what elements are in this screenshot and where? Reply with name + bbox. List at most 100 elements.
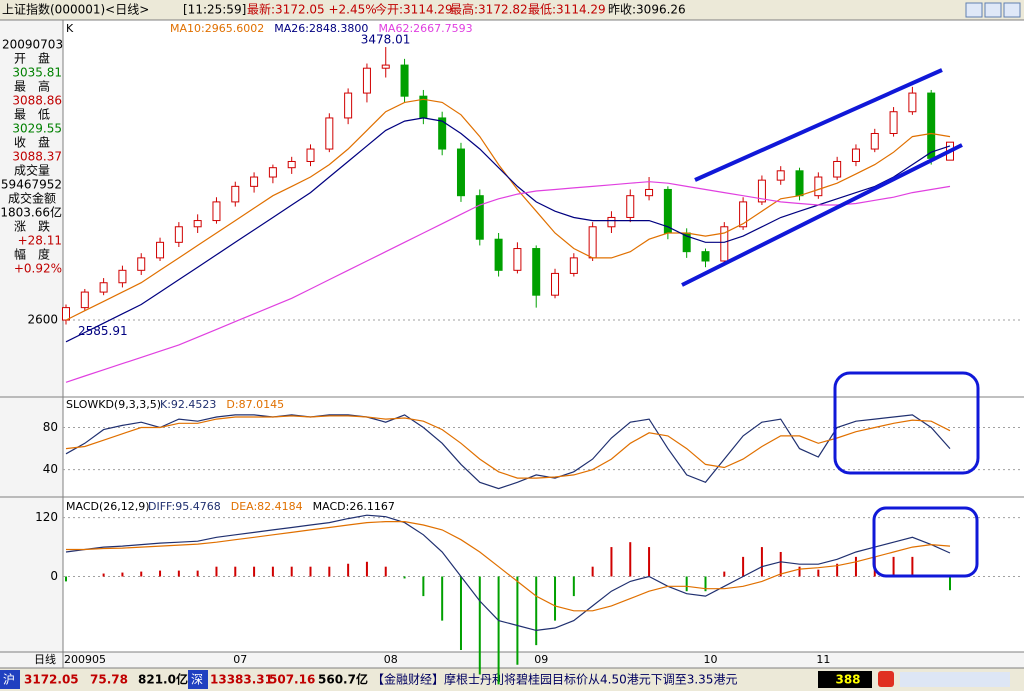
series-line bbox=[65, 181, 951, 383]
window-button[interactable] bbox=[1003, 2, 1021, 18]
info-value: +28.11 bbox=[18, 234, 62, 248]
candle-body bbox=[231, 185, 240, 203]
annotation-shapes bbox=[681, 68, 980, 578]
y-tick-label: 120 bbox=[35, 510, 58, 524]
candle-body bbox=[193, 220, 202, 228]
info-value: +0.92% bbox=[14, 262, 62, 276]
price-annotation: 2585.91 bbox=[78, 324, 128, 338]
legend-entry: MACD:26.1167 bbox=[313, 500, 395, 513]
sz-amount: 560.7亿 bbox=[318, 672, 368, 687]
candle-body bbox=[438, 117, 447, 150]
candle-body bbox=[212, 201, 221, 222]
info-label: 最 低 bbox=[14, 108, 50, 122]
date-row-bg bbox=[0, 652, 1024, 668]
candle-body bbox=[381, 64, 390, 69]
sh-change: 75.78 bbox=[90, 673, 128, 687]
price-annotation: 3478.01 bbox=[361, 33, 411, 47]
legend-entry: K:92.4523 bbox=[160, 398, 216, 411]
candle-body bbox=[776, 170, 785, 181]
x-tick-label: 09 bbox=[534, 653, 548, 666]
highlight-box bbox=[872, 506, 979, 578]
candle-body bbox=[870, 132, 879, 150]
sh-badge bbox=[0, 670, 20, 689]
sz-change: 507.16 bbox=[269, 673, 315, 687]
channel-line bbox=[681, 143, 963, 287]
info-value: 3088.37 bbox=[12, 150, 62, 164]
candle-body bbox=[137, 257, 146, 271]
info-label: 成交金额 bbox=[8, 191, 56, 206]
sz-badge bbox=[188, 670, 208, 689]
candle-body bbox=[607, 216, 616, 228]
info-label: 涨 跌 bbox=[14, 219, 50, 234]
kd-label: SLOWKD(9,3,3,5) bbox=[66, 398, 161, 411]
candle-body bbox=[156, 241, 165, 259]
candle-body bbox=[118, 269, 127, 284]
candle-body bbox=[306, 148, 315, 162]
info-value: 1803.66亿 bbox=[0, 205, 62, 220]
candle-body bbox=[626, 195, 635, 218]
info-label: 成交量 bbox=[14, 163, 50, 178]
legend-entry: D:87.0145 bbox=[226, 398, 284, 411]
header-bar bbox=[0, 0, 1024, 20]
x-tick-label: 200905 bbox=[64, 653, 106, 666]
candle-body bbox=[757, 179, 766, 203]
y-tick-label: 0 bbox=[50, 569, 58, 583]
header-low: 最低:3114.29 bbox=[528, 3, 606, 17]
candle-body bbox=[400, 64, 409, 97]
candle-body bbox=[494, 238, 503, 271]
info-value: 3029.55 bbox=[12, 122, 62, 136]
info-value: 3035.81 bbox=[12, 66, 62, 80]
candle-body bbox=[569, 257, 578, 274]
series-line bbox=[65, 514, 951, 632]
candle-body bbox=[287, 160, 296, 169]
candle-body bbox=[62, 307, 70, 321]
candle-body bbox=[250, 176, 259, 187]
info-label: 开 盘 bbox=[14, 51, 50, 66]
candle-body bbox=[833, 160, 842, 178]
x-tick-label: 08 bbox=[384, 653, 398, 666]
x-tick-label: 10 bbox=[703, 653, 717, 666]
candle-body bbox=[174, 226, 183, 243]
candle-body bbox=[80, 291, 89, 309]
ime-bar[interactable] bbox=[900, 672, 1010, 687]
candle-body bbox=[551, 272, 560, 296]
header-high: 最高:3172.82 bbox=[450, 2, 528, 17]
candle-body bbox=[362, 67, 371, 94]
y-tick-label: 2600 bbox=[27, 313, 58, 327]
candle-body bbox=[927, 92, 936, 159]
candle-body bbox=[720, 226, 729, 262]
x-tick-label: 07 bbox=[233, 653, 247, 666]
candle-body bbox=[456, 148, 465, 197]
channel-line bbox=[694, 68, 943, 182]
info-label: 幅 度 bbox=[14, 247, 50, 262]
legend-entry: MA26:2848.3800 bbox=[274, 22, 368, 35]
legend-entry: DEA:82.4184 bbox=[231, 500, 303, 513]
sh-index: 3172.05 bbox=[24, 673, 79, 687]
info-value: 59467952 bbox=[1, 178, 62, 192]
candle-body bbox=[475, 195, 484, 240]
candle-body bbox=[532, 248, 541, 296]
badge: 388 bbox=[835, 673, 860, 687]
header-time: [11:25:59] bbox=[183, 3, 246, 17]
sh-amount: 821.0亿 bbox=[138, 672, 188, 687]
legend-entry: DIFF:95.4768 bbox=[148, 500, 221, 513]
ime-icon[interactable] bbox=[878, 671, 894, 687]
y-tick-label: 40 bbox=[43, 462, 58, 476]
candle-body bbox=[851, 148, 860, 162]
header-prev-close: 昨收:3096.26 bbox=[608, 3, 686, 17]
candle-body bbox=[908, 92, 917, 113]
x-tick-label: 11 bbox=[816, 653, 830, 666]
candle-body bbox=[325, 117, 334, 150]
header-latest: 最新:3172.05 +2.45% bbox=[247, 2, 377, 17]
window-button[interactable] bbox=[984, 2, 1002, 18]
sz-label: 深 bbox=[191, 673, 203, 687]
info-label: 收 盘 bbox=[14, 135, 50, 150]
window-button[interactable] bbox=[965, 2, 983, 18]
legend-entry: MA10:2965.6002 bbox=[170, 22, 264, 35]
news-ticker[interactable]: 【金融财经】摩根士丹利将碧桂园目标价从4.50港元下调至3.35港元 bbox=[372, 672, 737, 687]
series-line bbox=[65, 415, 951, 479]
info-value: 3088.86 bbox=[12, 94, 62, 108]
candle-body bbox=[645, 188, 654, 197]
